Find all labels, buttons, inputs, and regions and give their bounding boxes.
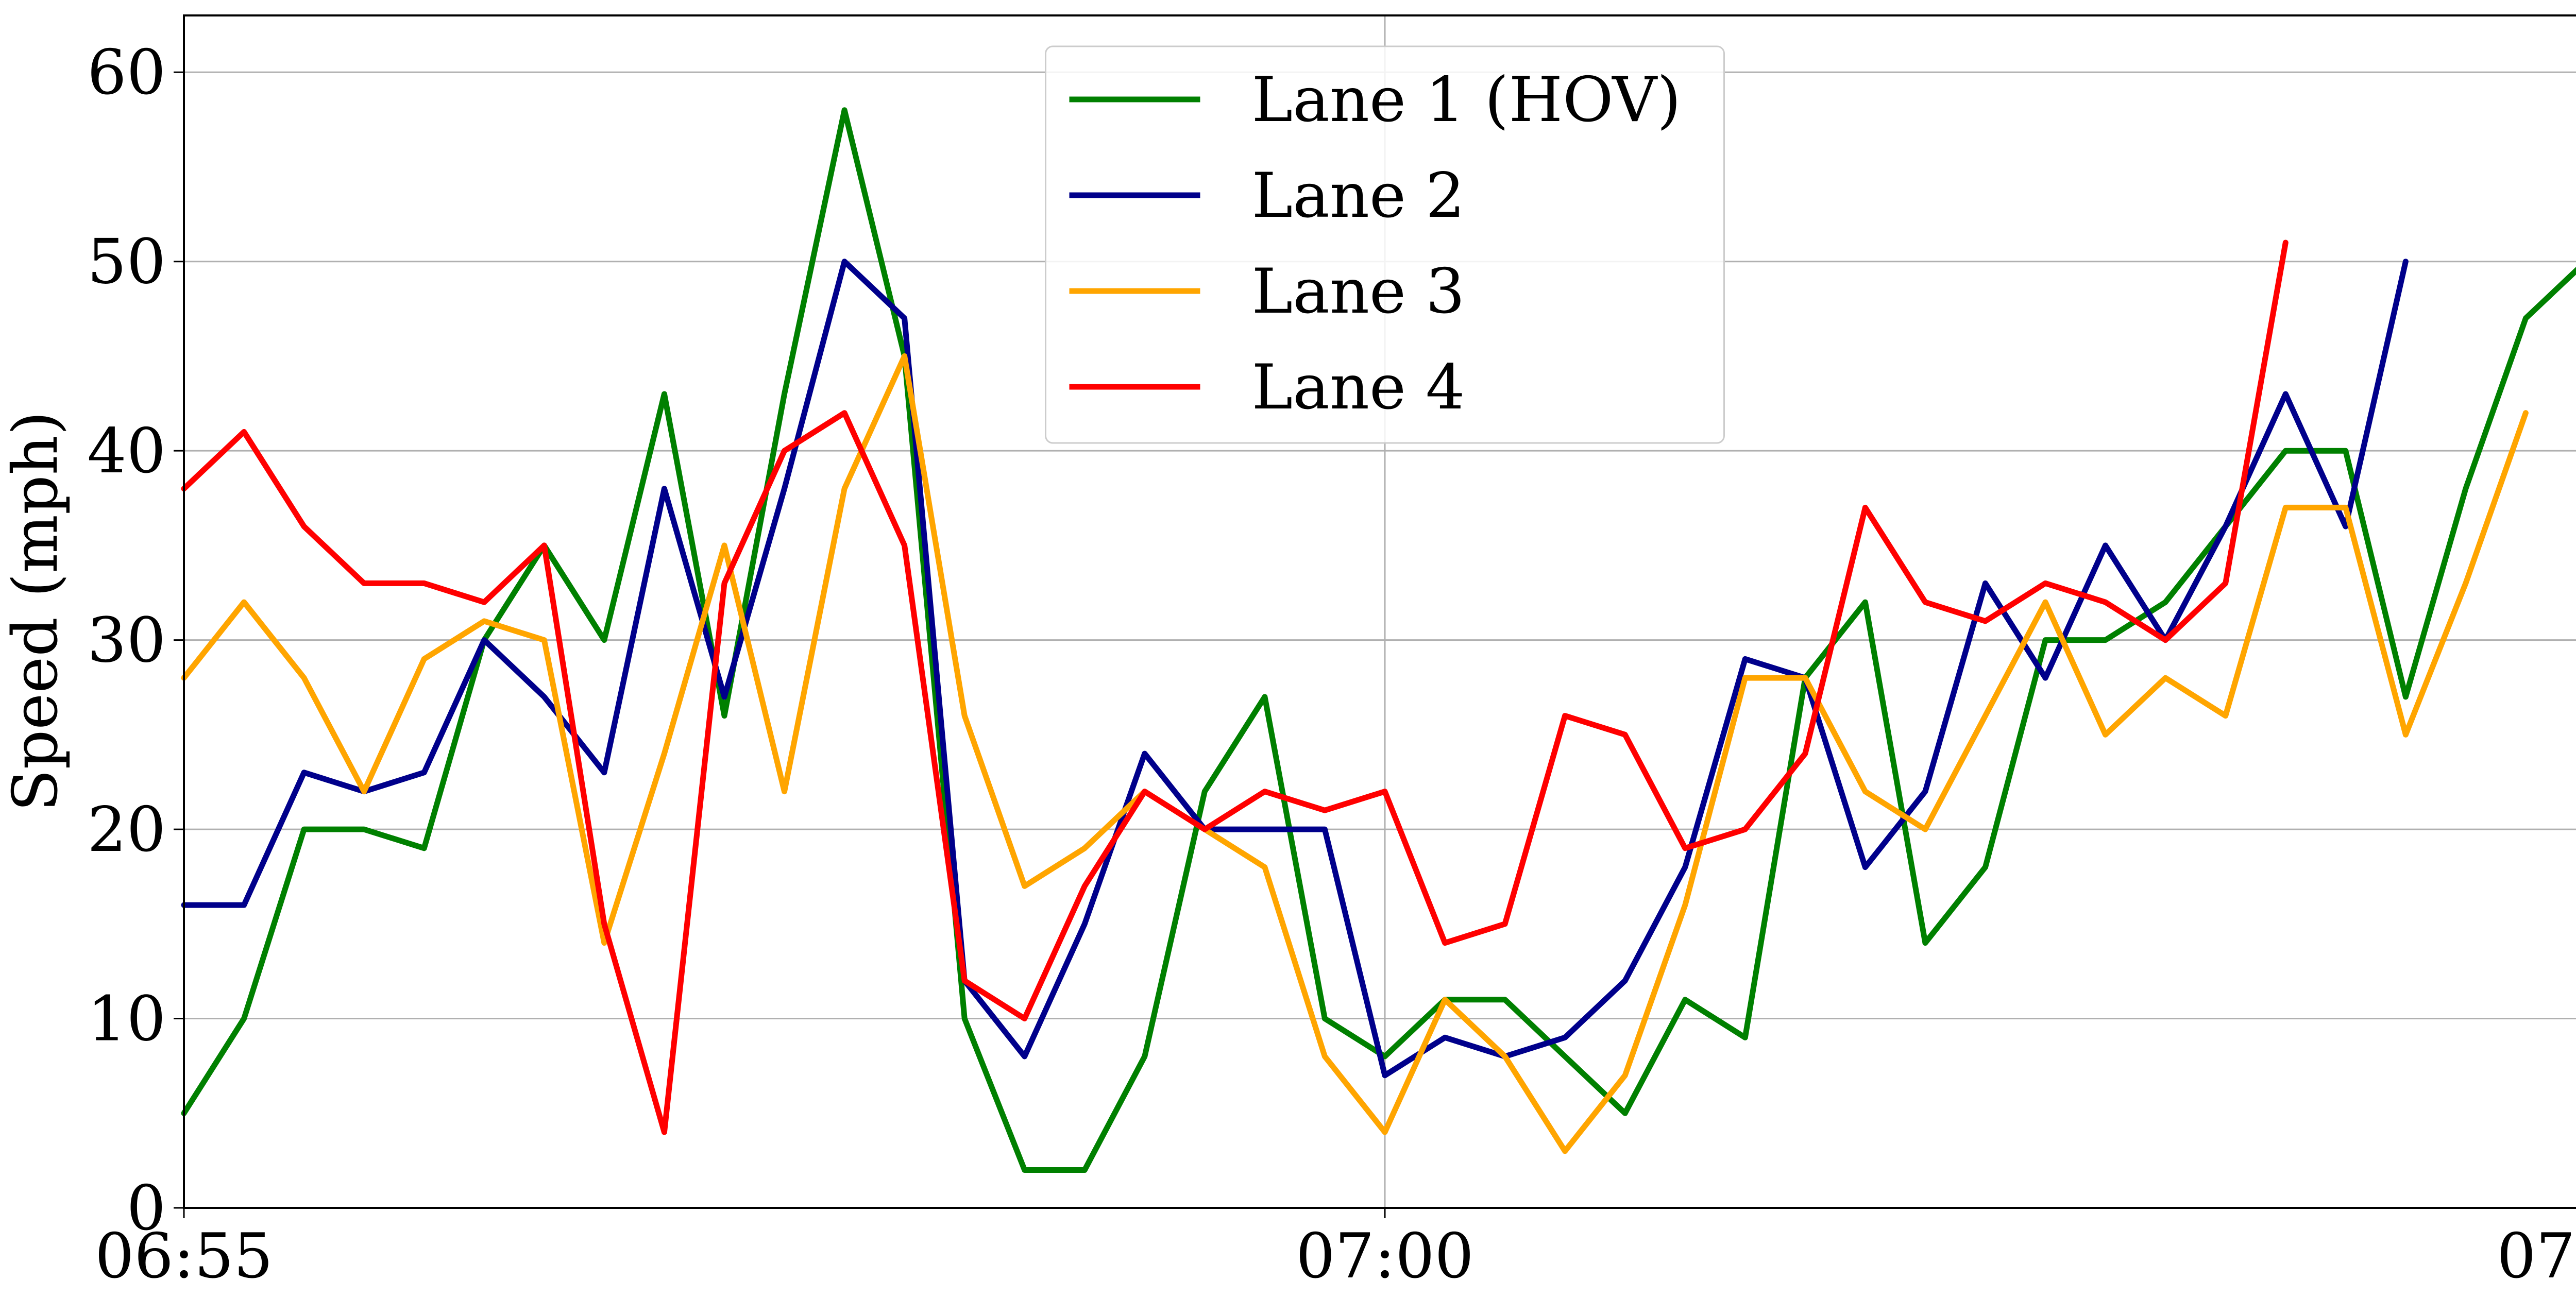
y-tick-label: 50 — [87, 227, 166, 298]
line-series — [181, 259, 2409, 1079]
legend-label: Lane 3 — [1252, 256, 1465, 328]
line-series — [181, 240, 2289, 1135]
legend-label: Lane 2 — [1252, 160, 1465, 232]
line-series — [181, 353, 2529, 1154]
legend-box — [1045, 45, 1725, 444]
x-tick-label: 07:05 — [2497, 1221, 2576, 1292]
y-tick-label: 0 — [127, 1173, 166, 1244]
line-series — [181, 107, 2576, 1173]
y-tick-label: 60 — [87, 37, 166, 109]
legend-label: Lane 1 (HOV) — [1252, 64, 1681, 136]
x-tick-label: 06:55 — [95, 1221, 273, 1292]
y-tick-label: 40 — [87, 416, 166, 487]
y-axis-label: Speed (mph) — [0, 411, 72, 812]
legend-label: Lane 4 — [1252, 352, 1465, 423]
y-tick-label: 10 — [87, 984, 166, 1055]
y-tick-label: 20 — [87, 794, 166, 866]
plot-frame — [183, 14, 2576, 1209]
x-tick-label: 07:00 — [1296, 1221, 1474, 1292]
y-tick-label: 30 — [87, 605, 166, 677]
